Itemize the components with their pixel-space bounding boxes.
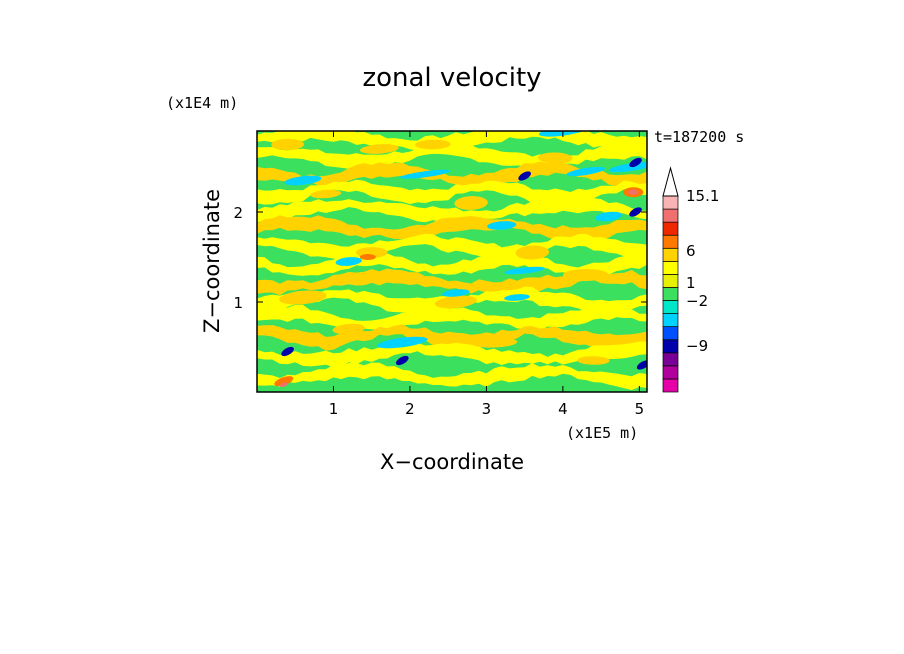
- colorbar-box: [662, 313, 679, 328]
- y-tick-label: 2: [233, 204, 243, 222]
- plot-frame: [256, 130, 648, 393]
- colorbar-label-6: 6: [686, 242, 696, 260]
- contour-band: [257, 268, 647, 296]
- colorbar-box: [662, 339, 679, 354]
- colorbar-box: [662, 221, 679, 236]
- colorbar-labels: 15.1 6 1 −2 −9: [686, 187, 719, 355]
- x-axis-label: X−coordinate: [380, 450, 524, 474]
- colorbar-label-15-1: 15.1: [686, 187, 719, 205]
- chart-title: zonal velocity: [362, 63, 541, 93]
- contour-blob: [470, 337, 518, 348]
- colorbar-label-minus-9: −9: [686, 337, 708, 355]
- contour-blob: [284, 175, 322, 186]
- colorbar-box: [662, 247, 679, 262]
- contour-blob: [279, 290, 327, 305]
- contour-blob: [629, 157, 642, 168]
- contour-blob: [279, 382, 288, 388]
- colorbar: [662, 166, 679, 393]
- contour-blob: [281, 346, 294, 357]
- contour-blob: [562, 268, 609, 282]
- contour-band: [257, 215, 647, 242]
- colorbar-box: [662, 208, 679, 223]
- colorbar-box: [662, 274, 679, 288]
- colorbar-box: [662, 234, 679, 249]
- contour-blob: [359, 144, 399, 154]
- contour-blob: [515, 245, 550, 260]
- contour-blob: [399, 169, 451, 179]
- time-label: t=187200 s: [654, 128, 744, 146]
- contour-blob: [518, 171, 531, 181]
- x-tick-label: 2: [405, 400, 415, 418]
- contour-blob: [415, 139, 451, 150]
- contour-blob: [595, 211, 623, 222]
- colorbar-box: [662, 326, 679, 341]
- contour-blob: [310, 189, 342, 199]
- contour-blob: [377, 336, 428, 349]
- contour-band: [257, 196, 647, 224]
- plot-area: [256, 130, 648, 393]
- contour-band: [257, 161, 647, 189]
- colorbar-arrow: [662, 166, 679, 197]
- contour-blob: [566, 166, 606, 177]
- contour-blob: [274, 376, 294, 387]
- y-scale-label: (x1E4 m): [166, 94, 238, 112]
- x-axis: 1 2 3 4 5: [329, 131, 644, 418]
- contour-blob: [395, 355, 409, 366]
- colorbar-label-minus-2: −2: [686, 292, 708, 310]
- colorbar-label-1: 1: [686, 274, 696, 292]
- contour-blob: [359, 254, 376, 260]
- contour-blob: [271, 138, 304, 151]
- contour-blob: [487, 221, 517, 230]
- x-tick-label: 1: [329, 400, 339, 418]
- colorbar-box: [662, 352, 679, 367]
- colorbar-box: [662, 365, 679, 380]
- contour-blob: [454, 196, 488, 210]
- contour-blob: [441, 289, 470, 297]
- x-tick-label: 3: [482, 400, 492, 418]
- contour-band: [257, 250, 647, 276]
- y-axis-label: Z−coordinate: [200, 189, 224, 333]
- x-tick-label: 4: [558, 400, 568, 418]
- y-axis: 12: [233, 204, 647, 312]
- contour-blob: [537, 152, 573, 164]
- colorbar-box: [662, 260, 679, 275]
- x-scale-label: (x1E5 m): [566, 424, 638, 442]
- contour-field: [257, 131, 647, 390]
- contour-blob: [434, 295, 477, 309]
- contour-blob: [335, 257, 362, 266]
- contour-band: [257, 179, 647, 205]
- contour-band: [257, 362, 647, 390]
- colorbar-box: [662, 378, 679, 393]
- contour-blob: [332, 323, 365, 335]
- x-tick-label: 5: [635, 400, 645, 418]
- contour-blob: [577, 356, 610, 365]
- contour-blob: [504, 294, 530, 301]
- contour-band: [257, 341, 647, 368]
- contour-blob: [629, 207, 642, 217]
- y-tick-label: 1: [233, 294, 243, 312]
- colorbar-box: [662, 300, 679, 314]
- contour-blob: [504, 266, 545, 275]
- contour-blob: [628, 189, 639, 195]
- colorbar-box: [662, 195, 679, 210]
- colorbar-box: [662, 287, 679, 301]
- contour-blob: [538, 131, 587, 137]
